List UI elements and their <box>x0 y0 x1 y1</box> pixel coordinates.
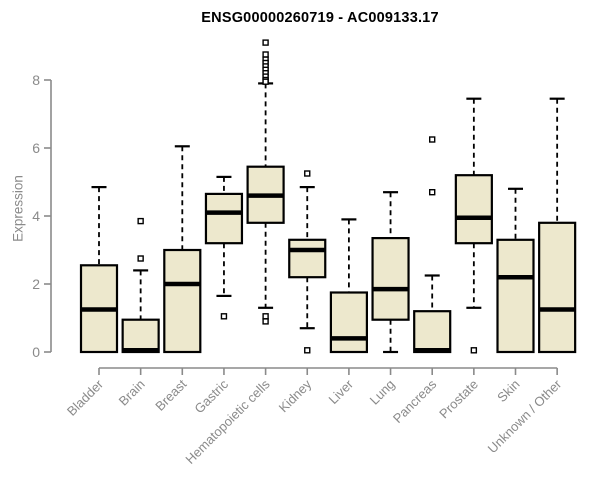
iqr-box <box>496 238 535 354</box>
outlier-point <box>429 188 436 196</box>
y-tick-label: 6 <box>32 140 40 156</box>
iqr-box <box>454 174 493 245</box>
outlier-point <box>137 217 144 225</box>
iqr-box <box>413 310 452 354</box>
outlier-point <box>262 318 269 325</box>
box-kidney <box>288 170 327 354</box>
y-tick-label: 2 <box>32 276 40 292</box>
box-unknown-other <box>538 97 577 354</box>
outlier-point <box>262 313 269 320</box>
box-prostate <box>454 97 493 354</box>
box-hematopoietic-cells <box>246 39 285 325</box>
x-category-label: Skin <box>494 377 522 405</box>
y-tick-label: 0 <box>32 344 40 360</box>
iqr-box <box>288 238 327 279</box>
x-category-label: Breast <box>152 376 189 413</box>
box-liver <box>329 218 368 354</box>
iqr-box <box>538 221 577 354</box>
x-category-label: Gastric <box>191 376 231 416</box>
outlier-point <box>262 51 269 58</box>
box-skin <box>496 187 535 354</box>
x-category-label: Brain <box>116 377 148 409</box>
outlier-point <box>262 78 269 85</box>
box-gastric <box>204 175 244 320</box>
iqr-box <box>204 192 244 245</box>
iqr-box <box>121 318 160 354</box>
outlier-point <box>220 313 228 320</box>
outlier-point <box>304 347 311 354</box>
outlier-point <box>137 255 144 262</box>
y-tick-label: 8 <box>32 72 40 88</box>
outlier-point <box>304 170 311 177</box>
iqr-box <box>329 291 368 354</box>
x-category-label: Kidney <box>276 376 315 415</box>
outlier-point <box>470 347 478 354</box>
x-category-label: Prostate <box>436 377 481 422</box>
x-category-label: Lung <box>367 377 398 408</box>
box-breast <box>163 145 202 354</box>
box-bladder <box>79 186 119 354</box>
x-category-label: Liver <box>325 376 356 407</box>
chart-title: ENSG00000260719 - AC009133.17 <box>201 10 439 26</box>
iqr-box <box>163 248 202 354</box>
box-lung <box>371 191 410 354</box>
outlier-point <box>429 136 436 143</box>
x-category-label: Bladder <box>64 376 107 419</box>
outlier-point <box>262 39 269 46</box>
x-category-label: Unknown / Other <box>485 376 565 456</box>
y-tick-label: 4 <box>32 208 40 224</box>
iqr-box <box>371 237 410 321</box>
y-axis: 0 2 4 6 8 <box>32 72 52 360</box>
box-pancreas <box>413 136 452 354</box>
box-brain <box>121 217 160 354</box>
x-category-label: Pancreas <box>390 376 440 426</box>
